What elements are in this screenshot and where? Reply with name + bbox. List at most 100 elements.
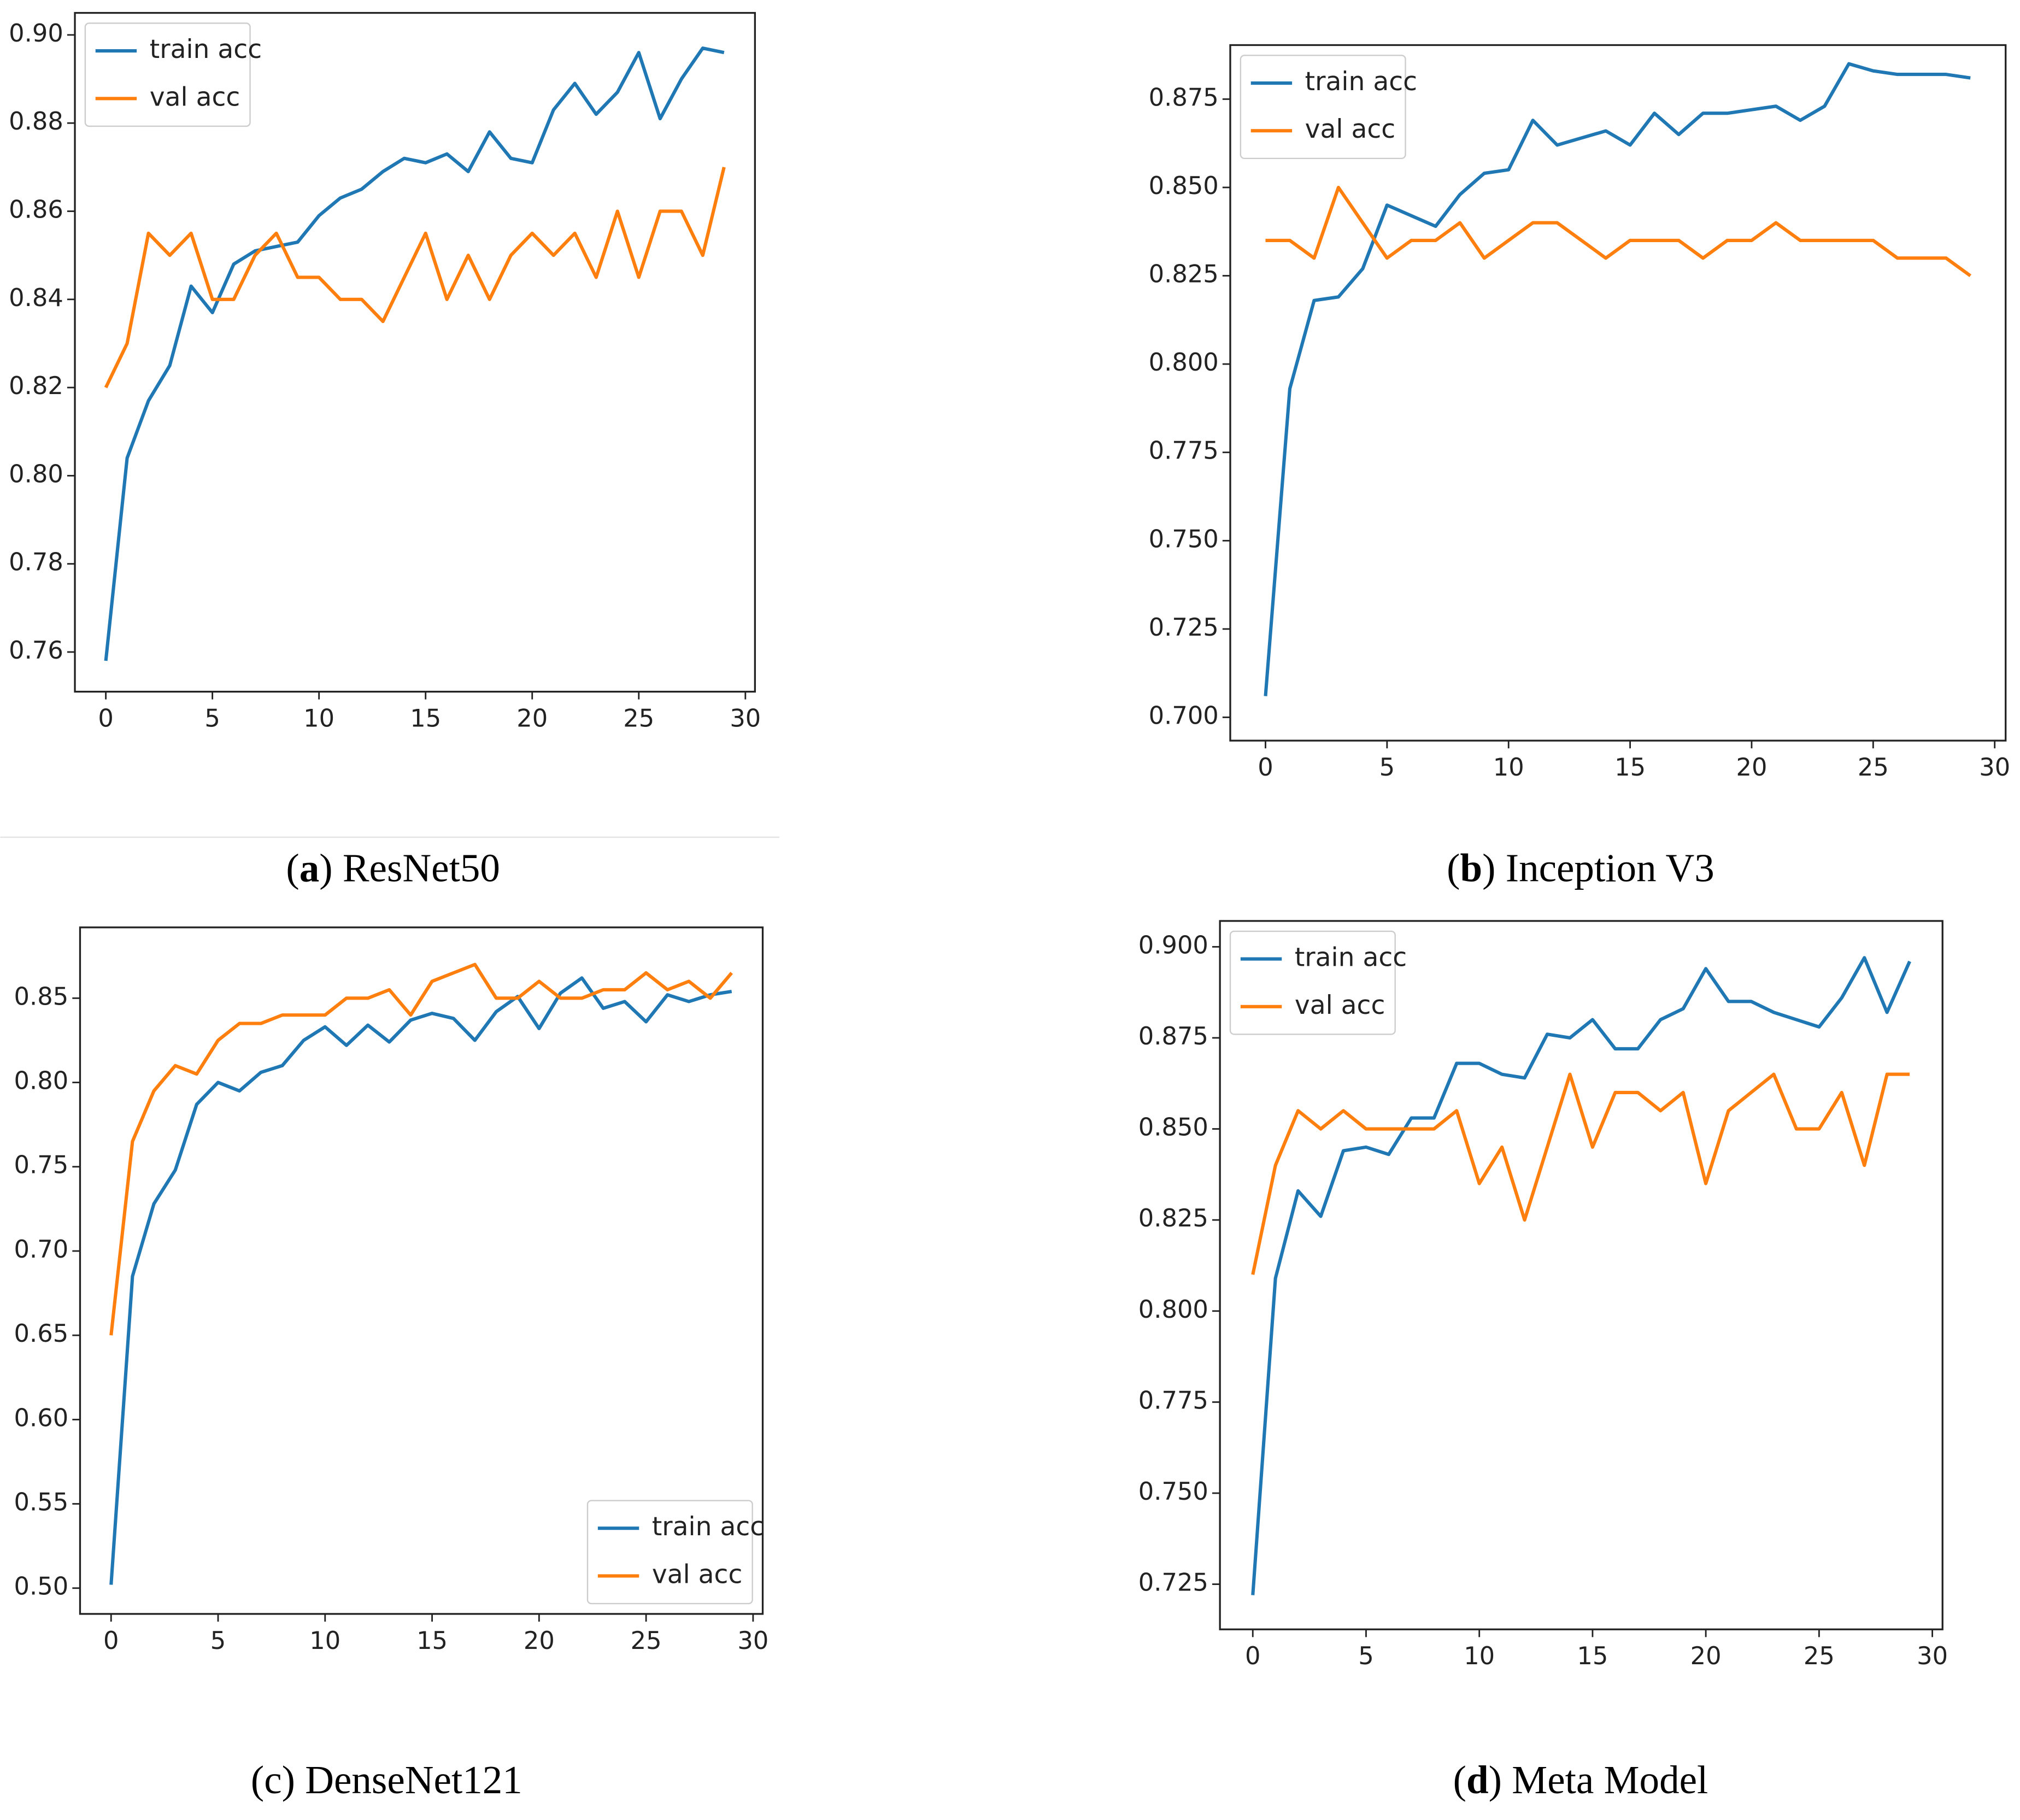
y-tick-label: 0.750 xyxy=(1138,1477,1208,1506)
x-tick-label: 25 xyxy=(1804,1641,1835,1670)
x-tick-label: 0 xyxy=(1258,753,1273,782)
legend-label: val acc xyxy=(1305,114,1396,144)
x-tick-label: 30 xyxy=(737,1626,768,1655)
series-line xyxy=(1265,185,1972,278)
y-tick-label: 0.850 xyxy=(1138,1113,1208,1142)
x-tick-label: 5 xyxy=(210,1626,226,1655)
y-tick-label: 0.80 xyxy=(9,459,63,488)
x-tick-label: 10 xyxy=(1464,1641,1495,1670)
caption-part: ( xyxy=(1453,1758,1466,1802)
series-line xyxy=(1251,1072,1910,1275)
x-tick-label: 30 xyxy=(730,703,761,732)
y-tick-label: 0.78 xyxy=(9,548,63,577)
y-tick-label: 0.875 xyxy=(1149,83,1219,111)
y-tick-label: 0.800 xyxy=(1149,348,1219,377)
y-tick-label: 0.60 xyxy=(14,1403,69,1432)
y-tick-label: 0.850 xyxy=(1149,171,1219,200)
legend-box xyxy=(84,22,251,127)
y-tick-label: 0.900 xyxy=(1138,930,1208,959)
y-tick-label: 0.85 xyxy=(14,982,69,1011)
x-tick-label: 15 xyxy=(1614,753,1646,782)
x-tick-label: 0 xyxy=(98,703,113,732)
legend-box xyxy=(1240,55,1406,160)
caption-part: ) Meta Model xyxy=(1489,1758,1708,1802)
series-line xyxy=(1251,956,1911,1595)
y-tick-label: 0.84 xyxy=(9,283,63,312)
legend: train acc val acc xyxy=(1229,930,1407,1035)
y-tick-label: 0.725 xyxy=(1149,613,1219,642)
y-tick-label: 0.750 xyxy=(1149,524,1219,553)
y-tick-label: 0.875 xyxy=(1138,1021,1208,1050)
x-tick-label: 0 xyxy=(1245,1641,1260,1670)
caption-part: ( xyxy=(1447,846,1460,890)
caption-part: ( xyxy=(286,846,299,890)
y-tick-label: 0.88 xyxy=(9,107,63,136)
plot-area xyxy=(79,926,764,1615)
legend: train acc val acc xyxy=(1240,55,1417,160)
caption-part: ) DenseNet121 xyxy=(282,1758,522,1802)
series-line xyxy=(1264,62,1971,696)
caption-part: ) ResNet50 xyxy=(319,846,500,890)
x-tick-label: 25 xyxy=(1858,753,1889,782)
series-line xyxy=(104,167,726,389)
y-tick-label: 0.775 xyxy=(1149,436,1219,465)
caption-part: a xyxy=(300,846,320,890)
legend-label: train acc xyxy=(1295,943,1407,973)
legend-label: val acc xyxy=(150,82,240,112)
y-tick-label: 0.76 xyxy=(9,636,63,665)
y-tick-label: 0.725 xyxy=(1138,1568,1208,1597)
chart: 0.76 0.78 0.80 0.82 0.84 0.86 0.88 0.90 0 5 10 15 20… xyxy=(9,11,761,890)
y-tick-label: 0.800 xyxy=(1138,1295,1208,1324)
x-tick-label: 15 xyxy=(1577,1641,1608,1670)
y-tick-label: 0.86 xyxy=(9,195,63,224)
chart: 0.50 0.55 0.60 0.65 0.70 0.75 0.80 0.85 0 5 10 15 20… xyxy=(14,926,768,1802)
legend-label: train acc xyxy=(1305,67,1417,97)
x-tick-label: 20 xyxy=(1736,753,1767,782)
legend-box xyxy=(1229,930,1396,1035)
y-tick-label: 0.90 xyxy=(9,19,63,48)
legend-label: train acc xyxy=(652,1512,764,1542)
legend-label: train acc xyxy=(150,34,262,64)
caption: (c) DenseNet121 xyxy=(251,1758,522,1802)
chart: 0.700 0.725 0.750 0.775 0.800 0.825 0.850 0.875… xyxy=(1149,44,2010,890)
x-tick-label: 5 xyxy=(1379,753,1395,782)
x-tick-label: 0 xyxy=(103,1626,119,1655)
x-tick-label: 25 xyxy=(623,703,654,732)
caption-part: c xyxy=(264,1758,281,1802)
caption-part: ( xyxy=(251,1758,264,1802)
y-tick-label: 0.82 xyxy=(9,371,63,400)
caption: (a) ResNet50 xyxy=(286,846,500,890)
y-tick-label: 0.50 xyxy=(14,1572,69,1601)
y-tick-label: 0.70 xyxy=(14,1235,69,1264)
x-tick-label: 20 xyxy=(516,703,548,732)
x-tick-label: 25 xyxy=(631,1626,662,1655)
legend: train acc val acc xyxy=(586,1500,764,1605)
x-tick-label: 30 xyxy=(1917,1641,1948,1670)
x-tick-label: 10 xyxy=(309,1626,340,1655)
x-tick-label: 10 xyxy=(303,703,334,732)
caption: (d) Meta Model xyxy=(1453,1758,1708,1802)
caption-part: b xyxy=(1460,846,1483,890)
x-tick-label: 5 xyxy=(1358,1641,1373,1670)
caption-part: d xyxy=(1466,1758,1489,1802)
y-tick-label: 0.80 xyxy=(14,1066,69,1095)
x-tick-label: 20 xyxy=(1690,1641,1722,1670)
caption-part: ) Inception V3 xyxy=(1482,846,1714,890)
chart: 0.725 0.750 0.775 0.800 0.825 0.850 0.875 0.900… xyxy=(1138,920,1948,1802)
x-tick-label: 10 xyxy=(1493,753,1524,782)
series-line xyxy=(109,962,733,1336)
y-tick-label: 0.75 xyxy=(14,1150,69,1179)
y-tick-label: 0.55 xyxy=(14,1488,69,1517)
x-tick-label: 5 xyxy=(204,703,220,732)
plot-area xyxy=(1229,44,2007,742)
x-tick-label: 30 xyxy=(1979,753,2010,782)
x-tick-label: 15 xyxy=(410,703,441,732)
y-tick-label: 0.65 xyxy=(14,1319,69,1348)
plot-area xyxy=(1219,920,1943,1630)
series-line xyxy=(109,976,732,1585)
legend-box xyxy=(586,1500,753,1605)
y-tick-label: 0.825 xyxy=(1149,260,1219,289)
legend: train acc val acc xyxy=(84,22,262,127)
